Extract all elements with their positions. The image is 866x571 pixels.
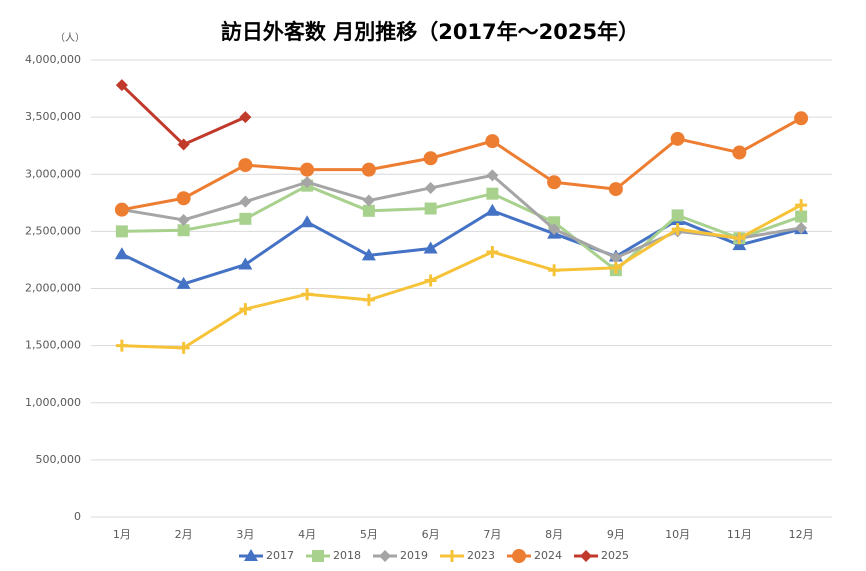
marker [486, 169, 499, 182]
marker [362, 194, 375, 207]
marker [114, 202, 129, 217]
marker [423, 151, 438, 166]
x-tick-label: 8月 [545, 528, 563, 541]
marker [301, 176, 314, 189]
legend-label: 2024 [534, 549, 562, 562]
marker [580, 550, 592, 562]
marker [177, 341, 190, 354]
x-tick-label: 7月 [483, 528, 501, 541]
y-tick-label: 4,000,000 [25, 53, 81, 66]
marker [608, 182, 623, 197]
marker [512, 549, 526, 563]
x-tick-label: 10月 [665, 528, 690, 541]
marker [794, 111, 809, 126]
legend-label: 2019 [400, 549, 428, 562]
marker [177, 138, 190, 151]
series-line [121, 184, 802, 272]
y-tick-label: 2,000,000 [25, 282, 81, 295]
legend-label: 2023 [467, 549, 495, 562]
marker [361, 248, 376, 261]
marker [424, 181, 437, 194]
x-tick-label: 4月 [298, 528, 316, 541]
marker [423, 241, 438, 254]
marker [732, 145, 747, 160]
x-tick-label: 5月 [360, 528, 378, 541]
marker [238, 257, 253, 270]
marker [609, 261, 622, 274]
marker [239, 111, 252, 124]
y-tick-label: 2,500,000 [25, 224, 81, 237]
marker [177, 213, 190, 226]
marker [486, 245, 499, 258]
marker [795, 199, 808, 212]
marker [609, 251, 622, 264]
series-line [121, 173, 802, 260]
marker [671, 209, 684, 222]
chart-title: 訪日外客数 月別推移（2017年～2025年） [221, 20, 639, 44]
marker [244, 549, 258, 561]
legend-label: 2025 [601, 549, 629, 562]
y-tick-label: 1,500,000 [25, 339, 81, 352]
x-tick-label: 2月 [175, 528, 193, 541]
marker [114, 247, 129, 260]
marker [486, 187, 499, 200]
marker [300, 162, 315, 177]
y-tick-label: 3,500,000 [25, 110, 81, 123]
legend-label: 2017 [266, 549, 294, 562]
x-tick-label: 12月 [789, 528, 814, 541]
y-tick-label: 500,000 [36, 453, 82, 466]
marker [795, 221, 808, 234]
marker [485, 203, 500, 216]
marker [176, 276, 191, 289]
marker [548, 264, 561, 277]
marker [362, 293, 375, 306]
marker [115, 339, 128, 352]
series-line [121, 209, 802, 286]
marker [238, 158, 253, 173]
series-line [120, 84, 246, 147]
marker [548, 223, 561, 236]
marker [177, 224, 190, 237]
marker [362, 204, 375, 217]
x-tick-label: 3月 [236, 528, 254, 541]
marker [485, 134, 500, 149]
x-tick-label: 6月 [422, 528, 440, 541]
y-tick-label: 3,000,000 [25, 167, 81, 180]
marker [424, 274, 437, 287]
y-tick-label: 1,000,000 [25, 396, 81, 409]
marker [176, 191, 191, 206]
marker [670, 131, 685, 146]
x-tick-label: 1月 [113, 528, 131, 541]
marker [795, 210, 808, 223]
marker [239, 195, 252, 208]
series-line [121, 116, 802, 212]
marker [733, 232, 746, 245]
x-tick-label: 11月 [727, 528, 752, 541]
legend-label: 2018 [333, 549, 361, 562]
marker [671, 223, 684, 236]
marker [115, 225, 128, 238]
marker [547, 175, 562, 190]
marker [301, 288, 314, 301]
marker [312, 550, 324, 562]
marker [300, 215, 315, 228]
y-unit: （人） [55, 32, 85, 44]
marker [239, 212, 252, 225]
marker [424, 202, 437, 215]
marker [379, 550, 391, 562]
series-line [121, 203, 802, 350]
x-tick-label: 9月 [607, 528, 625, 541]
marker [115, 79, 128, 92]
y-tick-label: 0 [74, 510, 81, 523]
marker [361, 162, 376, 177]
marker [239, 303, 252, 316]
marker [446, 550, 458, 562]
